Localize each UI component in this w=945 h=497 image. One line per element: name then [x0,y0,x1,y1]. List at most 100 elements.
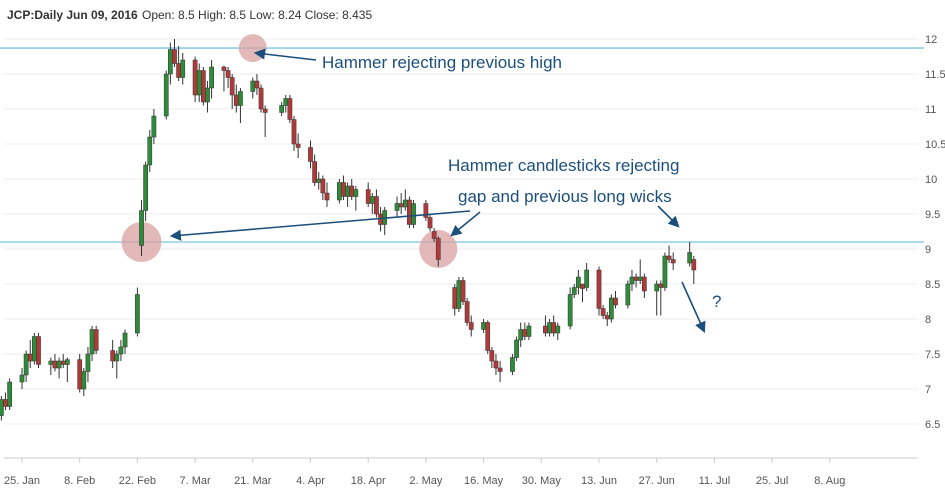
candle [205,81,210,113]
candle-body [139,210,144,246]
candle-body [411,203,416,225]
candle [452,284,458,316]
y-tick-label: 12 [925,34,937,46]
annotation-arrow [450,211,481,237]
candle-body [452,287,458,309]
candle [316,172,322,190]
candle-body [567,294,573,327]
candle [567,287,573,330]
candle [283,95,289,113]
candle-body [625,283,631,306]
candle-body [196,70,202,96]
candle [114,350,120,379]
candle-body [48,360,54,365]
candle [163,70,169,120]
candle [135,287,140,337]
candle [64,357,70,382]
candle [291,116,297,151]
candle [435,236,441,267]
candle [374,189,379,218]
x-tick-label: 8. Feb [64,475,95,487]
candle-body [349,185,355,197]
candle-body [0,399,4,416]
candle-body [398,203,404,208]
x-tick-label: 27. Jun [639,475,675,487]
candle [250,77,256,99]
candle-body [435,238,441,260]
candle [522,322,528,340]
x-tick-label: 16. May [464,475,504,487]
candle-body [287,98,293,120]
candle-body [283,98,289,106]
candle-body [89,329,95,355]
candle-body [691,259,697,271]
candle-body [555,325,561,334]
candle-body [526,325,532,337]
candle [48,357,54,375]
candle [0,396,4,421]
candle [209,60,214,99]
candle [27,340,33,368]
candle-body [365,189,371,204]
x-tick-label: 11. Jul [699,475,731,487]
chart-symbol-label: JCP:Daily Jun 09, 2016 [7,8,138,22]
candle-body [353,189,359,197]
candle-body [543,325,548,334]
annotation-arrows [169,48,706,334]
candle [349,179,355,200]
x-tick-label: 7. Mar [180,475,212,487]
candle-body [481,322,486,330]
candle-body [551,322,557,334]
candle [625,280,631,309]
candle-body [52,360,58,369]
candle-body [369,196,375,204]
candle [93,326,99,354]
candle-body [7,381,12,407]
candle-body [464,301,470,323]
candle [345,182,350,207]
candle [337,179,342,204]
candle [85,347,91,382]
candle-body [308,147,313,162]
candle-body [23,353,29,376]
candle-body [180,59,186,78]
annotation-hammer-gap-line1: Hammer candlesticks rejecting [448,156,679,175]
candle-body [493,360,499,369]
highlight-circle [238,34,267,63]
candle [658,280,664,316]
candle-body [114,353,120,362]
candle-body [580,283,585,289]
x-tick-label: 21. Mar [234,475,272,487]
candle [547,319,552,337]
candle [584,263,589,291]
candle-body [143,164,148,211]
candle-body [118,346,124,355]
candle-body [345,185,350,197]
candle [662,252,668,291]
candle [670,252,676,270]
candle-body [518,329,524,341]
candle-body [633,276,639,281]
annotation-hammer-gap-line2: gap and previous long wicks [458,187,672,206]
candle-body [485,322,491,351]
candle-body [431,231,437,239]
candle-body [571,287,577,295]
candle-body [32,336,37,362]
candle-body [93,329,99,351]
candle [641,273,647,298]
candle-body [514,339,519,358]
x-tick-label: 22. Feb [119,475,156,487]
x-tick-label: 25. Jul [756,475,788,487]
candle-body [221,66,227,71]
candle [23,350,29,382]
candle-body [460,280,466,302]
candle [369,193,375,214]
candle-body [641,276,647,292]
candle [460,277,466,305]
candle [365,182,371,207]
candle [221,65,227,92]
candle [580,283,585,303]
annotation-arrow [253,48,317,61]
candle-body [258,87,264,110]
